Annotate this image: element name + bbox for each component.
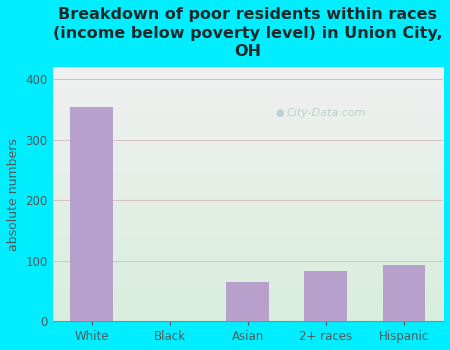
Text: City-Data.com: City-Data.com xyxy=(287,108,366,118)
Bar xyxy=(70,106,113,321)
Y-axis label: absolute numbers: absolute numbers xyxy=(7,138,20,251)
Bar xyxy=(382,265,426,321)
Title: Breakdown of poor residents within races
(income below poverty level) in Union C: Breakdown of poor residents within races… xyxy=(53,7,443,59)
Text: ●: ● xyxy=(275,108,284,118)
Bar xyxy=(305,272,347,321)
Bar xyxy=(226,282,269,321)
